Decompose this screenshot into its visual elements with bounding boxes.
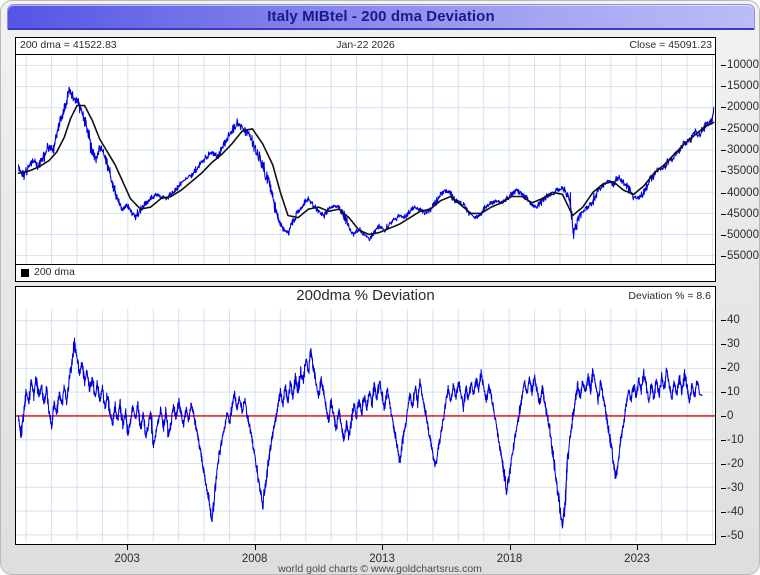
y-axis-tick-label: 0 [727,409,734,422]
y-axis-tick-label: 35000 [727,165,759,178]
x-axis-tick-mark [127,545,129,550]
y-axis-tick-mark [721,487,726,489]
deviation-y-axis: 40 30 20 10 0 -10 -20 -30 -40 -50 [721,286,759,545]
y-axis-tick-label: 30 [727,337,740,350]
chart-date-label: Jan-22 2026 [336,39,395,51]
y-axis-tick-label: -50 [727,529,744,542]
x-axis-tick-label: 2008 [241,553,268,565]
y-axis-tick-mark [721,439,726,441]
y-axis-tick-label: 25000 [727,122,759,135]
y-axis-tick-mark [721,319,726,321]
y-axis-tick-label: -40 [727,505,744,518]
y-axis-tick-label: 10 [727,385,740,398]
y-axis-tick-mark [721,171,726,173]
x-axis-tick-label: 2013 [369,553,395,565]
y-axis-tick-mark [721,391,726,393]
y-axis-tick-label: -20 [727,457,744,470]
y-axis-tick-mark [721,149,726,151]
window-titlebar: Italy MIBtel - 200 dma Deviation [7,4,755,30]
y-axis-tick-label: 30000 [727,143,759,156]
y-axis-tick-mark [721,192,726,194]
chart-area: 200 dma = 41522.83 Jan-22 2026 Close = 4… [15,37,717,545]
y-axis-tick-mark [721,235,726,237]
window-title: Italy MIBtel - 200 dma Deviation [267,8,495,25]
dma-value-label: 200 dma = 41522.83 [20,39,117,51]
y-axis-tick-mark [721,343,726,345]
x-axis-tick-label: 2003 [114,553,140,565]
y-axis-tick-label: -30 [727,481,744,494]
y-axis-tick-mark [721,85,726,87]
y-axis-tick-mark [721,107,726,109]
y-axis-tick-mark [721,415,726,417]
price-y-axis: 55000 50000 45000 40000 35000 30000 25000 20000… [721,37,759,282]
chart-footer-credit: world gold charts © www.goldchartsrus.co… [278,563,482,575]
y-axis-tick-label: 20 [727,361,740,374]
y-axis-tick-label: 15000 [727,79,759,92]
x-axis-tick-mark [636,545,638,550]
x-axis: 2003 2008 2013 2018 2023 [15,545,717,569]
y-axis-tick-label: 40 [727,313,740,326]
x-axis-tick-mark [509,545,511,550]
x-axis-tick-mark [254,545,256,550]
y-axis-tick-label: 10000 [727,58,759,71]
price-chart-header: 200 dma = 41522.83 Jan-22 2026 Close = 4… [16,38,715,55]
deviation-chart-panel[interactable]: 200dma % Deviation Deviation % = 8.6 [15,286,716,545]
deviation-chart-plot [16,308,715,543]
price-chart-legend: 200 dma [16,264,715,281]
y-axis-tick-label: 55000 [727,250,759,263]
y-axis-tick-mark [721,64,726,66]
y-axis-tick-label: 20000 [727,101,759,114]
y-axis-tick-mark [721,128,726,130]
y-axis-tick-mark [721,256,726,258]
legend-item-200dma: 200 dma [34,266,75,278]
y-axis-tick-mark [721,367,726,369]
close-value-label: Close = 45091.23 [629,39,712,51]
x-axis-tick-label: 2023 [624,553,650,565]
x-axis-tick-mark [382,545,384,550]
y-axis-tick-mark [721,213,726,215]
x-axis-tick-label: 2018 [496,553,523,565]
y-axis-tick-label: -10 [727,433,744,446]
y-axis-tick-label: 50000 [727,229,759,242]
y-axis-tick-label: 45000 [727,207,759,220]
price-chart-plot [16,54,715,265]
y-axis-tick-mark [721,535,726,537]
y-axis-tick-mark [721,463,726,465]
black-square-icon [21,269,29,277]
price-chart-panel[interactable]: 200 dma = 41522.83 Jan-22 2026 Close = 4… [15,37,716,282]
y-axis-tick-label: 40000 [727,186,759,199]
y-axis-tick-mark [721,511,726,513]
